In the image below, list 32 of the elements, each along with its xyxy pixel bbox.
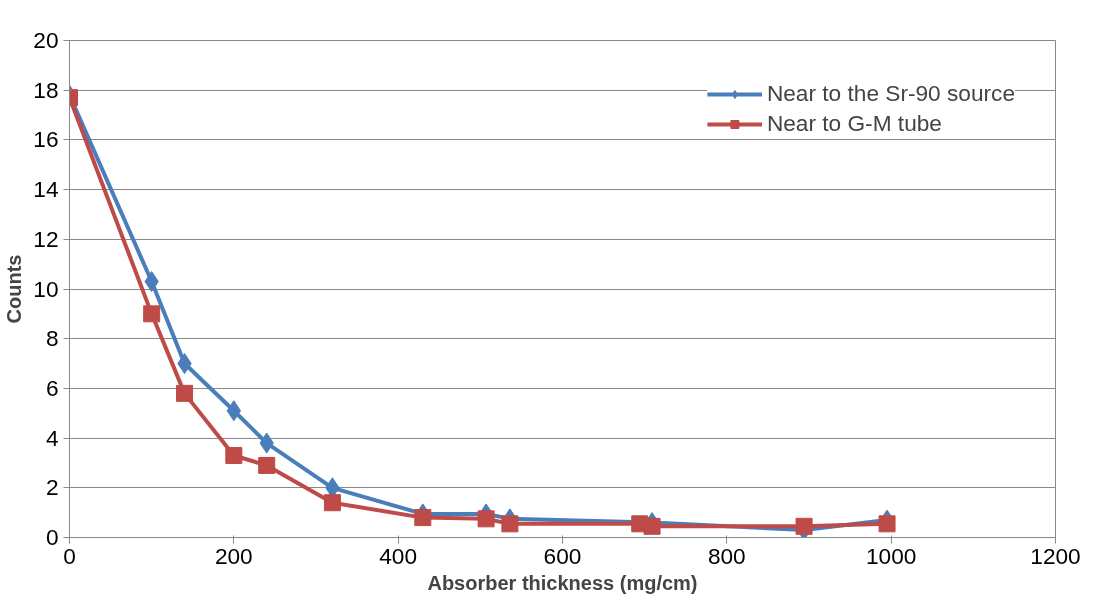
x-tick-label: 800 — [707, 542, 746, 569]
x-tick-label: 600 — [543, 542, 582, 569]
y-tick-label: 6 — [45, 374, 59, 401]
point — [258, 456, 276, 474]
y-tick-label: 10 — [33, 275, 59, 302]
y-tick-label: 12 — [33, 225, 59, 252]
x-tick-label: 1200 — [1030, 542, 1081, 569]
y-tick-label: 2 — [45, 474, 59, 501]
legend-label: Near to G-M tube — [766, 110, 942, 137]
y-axis-title: Counts — [3, 254, 26, 324]
x-axis-title: Absorber thickness (mg/cm) — [427, 571, 698, 594]
y-tick-label: 8 — [45, 325, 59, 352]
legend-label: Near to the Sr-90 source — [766, 80, 1015, 107]
point — [643, 517, 661, 535]
x-tick-label: 400 — [379, 542, 418, 569]
x-tick-label: 200 — [214, 542, 253, 569]
point — [143, 305, 161, 323]
y-tick-label: 20 — [33, 27, 59, 53]
point — [323, 494, 341, 512]
y-tick-label: 18 — [33, 76, 59, 103]
point — [176, 384, 194, 402]
point — [414, 509, 432, 527]
point — [225, 446, 243, 464]
x-tick-label: 1000 — [865, 542, 917, 569]
point — [878, 515, 896, 533]
y-tick-label: 0 — [45, 524, 59, 550]
y-tick-label: 16 — [33, 126, 59, 153]
y-tick-label: 4 — [45, 424, 59, 451]
point — [501, 515, 519, 533]
y-tick-label: 14 — [33, 176, 59, 203]
point — [477, 510, 495, 528]
x-tick-label: 0 — [63, 542, 76, 569]
